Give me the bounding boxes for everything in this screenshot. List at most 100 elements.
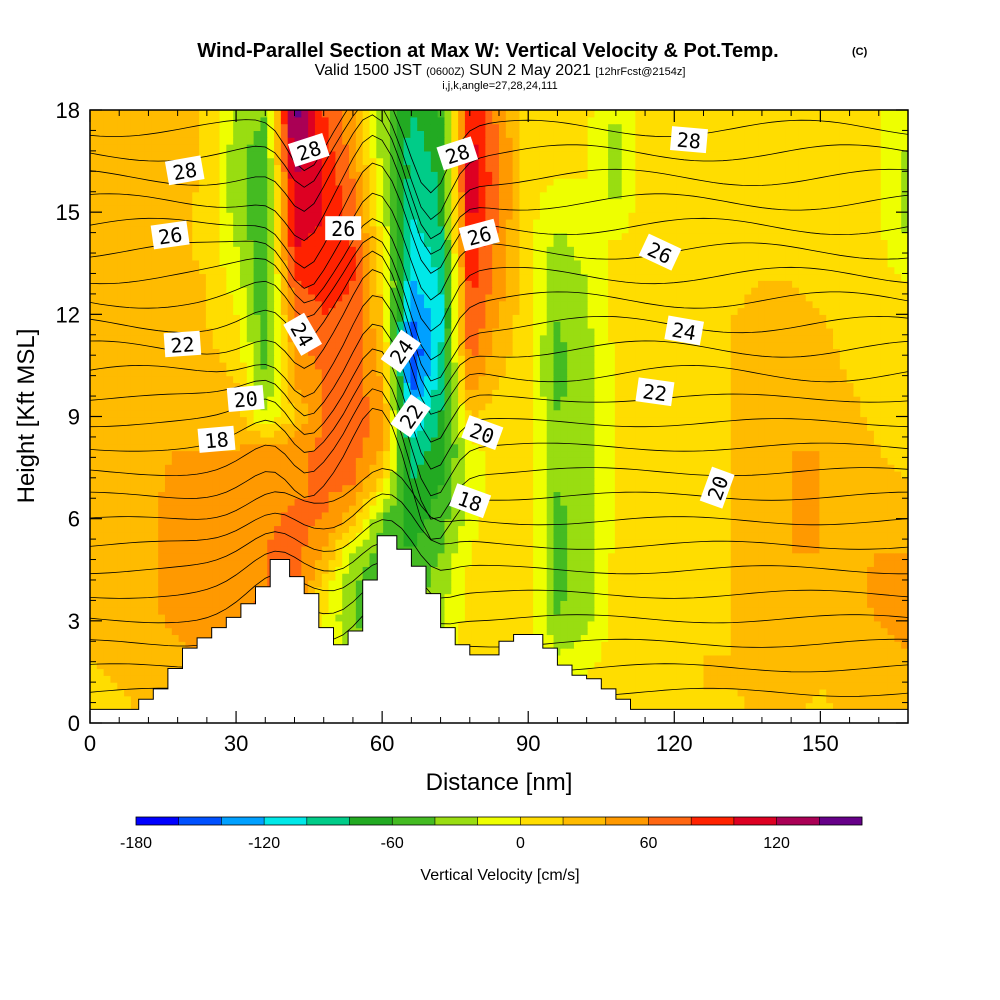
w-cell [594, 470, 602, 479]
w-cell [410, 552, 418, 561]
w-cell [744, 491, 752, 499]
w-cell [539, 498, 548, 506]
w-cell [792, 464, 800, 472]
w-cell [730, 470, 739, 479]
w-cell [594, 443, 602, 452]
w-cell [424, 505, 432, 513]
w-cell [758, 450, 766, 458]
w-cell [526, 477, 534, 486]
w-cell [887, 552, 895, 561]
w-cell [689, 593, 698, 601]
w-cell [90, 525, 98, 533]
w-cell [812, 464, 820, 472]
w-cell [792, 484, 800, 493]
w-cell [846, 675, 855, 683]
w-cell [676, 627, 684, 636]
w-cell [124, 484, 132, 493]
w-cell [771, 477, 780, 486]
w-cell [812, 457, 820, 465]
w-cell [219, 600, 227, 608]
w-cell [464, 586, 473, 595]
w-cell [608, 579, 616, 588]
w-cell [594, 505, 602, 513]
w-cell [833, 634, 841, 642]
w-cell [130, 600, 139, 608]
w-cell [205, 579, 214, 588]
w-cell [158, 559, 166, 567]
w-cell [526, 518, 534, 527]
w-cell [205, 593, 214, 601]
w-cell [103, 436, 112, 445]
w-cell [894, 695, 902, 704]
w-cell [192, 545, 200, 554]
w-cell [158, 443, 166, 452]
w-cell [492, 484, 500, 493]
w-cell [192, 457, 200, 465]
w-cell [301, 532, 309, 540]
w-cell [573, 470, 582, 479]
w-cell [594, 559, 602, 567]
w-cell [226, 457, 234, 465]
w-cell [894, 654, 902, 663]
w-cell [703, 511, 711, 520]
w-cell [812, 450, 820, 458]
w-cell [437, 498, 446, 506]
w-cell [662, 505, 671, 513]
w-cell [723, 545, 732, 554]
w-cell [499, 539, 507, 547]
w-cell [560, 518, 568, 527]
w-cell [349, 491, 357, 499]
w-cell [451, 559, 459, 567]
w-cell [219, 457, 227, 465]
w-cell [417, 505, 425, 513]
w-cell [444, 484, 452, 493]
w-cell [628, 579, 636, 588]
w-cell [621, 573, 630, 581]
w-cell [199, 470, 207, 479]
w-cell [471, 614, 480, 622]
w-cell [539, 579, 548, 588]
w-cell [839, 675, 848, 683]
w-cell [621, 545, 630, 554]
w-cell [219, 559, 227, 567]
w-cell [253, 457, 262, 465]
w-cell [730, 518, 739, 527]
w-cell [212, 559, 221, 567]
w-cell [144, 675, 152, 683]
w-cell [362, 484, 371, 493]
w-cell [614, 545, 623, 554]
w-cell [260, 559, 268, 567]
w-cell [764, 634, 773, 642]
w-cell [764, 545, 773, 554]
w-cell [901, 566, 908, 574]
w-cell [689, 477, 698, 486]
w-cell [171, 470, 180, 479]
w-cell [130, 498, 139, 506]
w-cell [642, 648, 650, 656]
w-cell [758, 532, 766, 540]
w-cell [164, 518, 173, 527]
w-cell [287, 525, 296, 533]
w-cell [124, 477, 132, 486]
w-cell [887, 532, 895, 540]
w-cell [689, 559, 698, 567]
w-cell [826, 498, 834, 506]
w-cell [580, 607, 589, 615]
w-cell [839, 654, 848, 663]
w-cell [669, 682, 677, 690]
w-cell [458, 634, 466, 642]
w-cell [539, 532, 548, 540]
w-cell [873, 559, 882, 567]
w-cell [280, 505, 289, 513]
w-cell [110, 566, 118, 574]
w-cell [662, 525, 671, 533]
w-cell [642, 477, 650, 486]
w-cell [546, 607, 555, 615]
w-cell [478, 545, 486, 554]
w-cell [430, 545, 439, 554]
w-cell [512, 532, 521, 540]
w-cell [280, 470, 289, 479]
w-cell [321, 464, 330, 472]
w-cell [819, 641, 827, 649]
w-cell [744, 586, 752, 595]
